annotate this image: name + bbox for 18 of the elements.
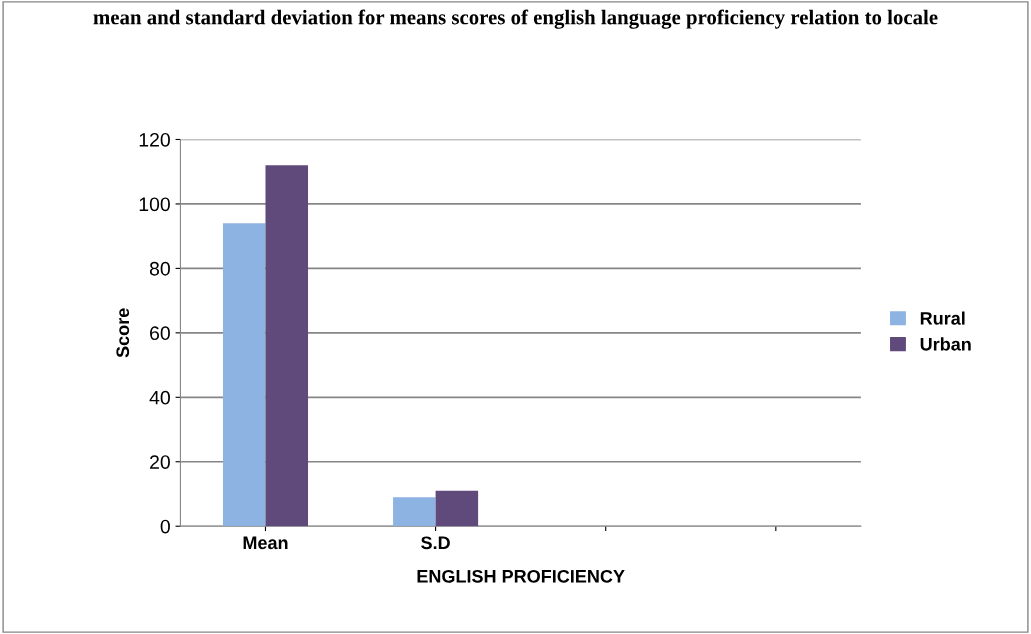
y-tick-label: 120: [139, 132, 170, 147]
bar: [393, 497, 436, 527]
legend-label: Rural: [920, 311, 965, 325]
x-tick-label: S.D: [421, 536, 450, 550]
chart-title: mean and standard deviation for means scores of english language proficiency relation to locale: [93, 9, 938, 29]
x-tick-label: Mean: [243, 536, 288, 550]
y-axis-title: Score: [116, 308, 130, 358]
bar: [222, 223, 266, 527]
y-tick-label: 100: [139, 197, 170, 212]
y-tick-label: 60: [150, 326, 170, 341]
y-tick-label: 20: [150, 455, 170, 469]
y-tick-label: 80: [149, 261, 170, 276]
bar: [265, 165, 309, 527]
y-tick-label: 40: [149, 390, 170, 405]
legend-label: Urban: [920, 337, 971, 351]
y-tick-label: 0: [160, 519, 170, 534]
bar: [435, 490, 479, 527]
x-axis-title: ENGLISH PROFICIENCY: [417, 569, 625, 583]
